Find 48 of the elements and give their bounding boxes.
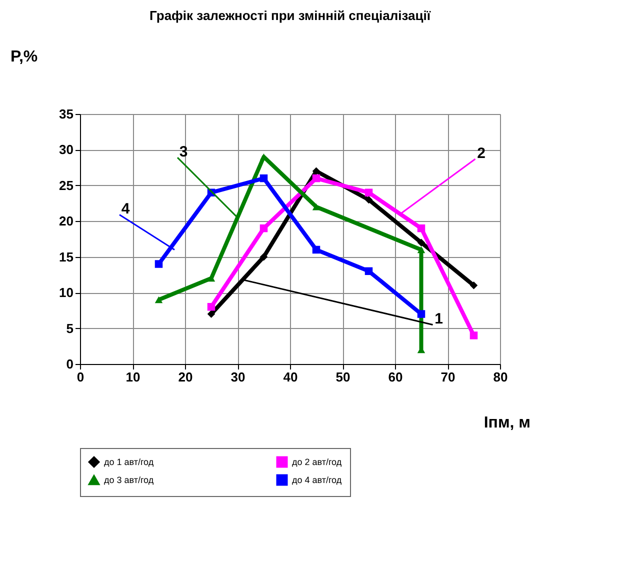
y-tick-label: 0 (66, 356, 74, 372)
point (260, 224, 268, 232)
y-axis-title: Р,% (10, 48, 38, 66)
point (312, 204, 320, 210)
annotation: 1 (434, 310, 443, 328)
legend-label: до 3 авт/год (104, 475, 154, 485)
y-tick-label: 15 (59, 249, 74, 264)
point (417, 246, 426, 254)
point (470, 332, 478, 340)
point (417, 238, 426, 246)
x-tick-label: 0 (76, 370, 84, 384)
x-tick-label: 60 (388, 370, 403, 384)
point (207, 310, 216, 318)
annotation: 3 (179, 144, 188, 161)
x-tick-label: 10 (126, 370, 140, 384)
annotation: 2 (477, 145, 486, 162)
point (154, 260, 163, 268)
x-tick-label: 70 (440, 370, 456, 384)
x-tick-label: 80 (493, 370, 508, 384)
point (312, 174, 320, 182)
point (312, 246, 320, 254)
point (207, 302, 216, 311)
point (312, 167, 320, 176)
point (364, 267, 373, 276)
y-tick-label: 35 (59, 106, 74, 122)
legend-label: до 2 авт/год (292, 457, 342, 467)
point (417, 310, 426, 318)
y-tick-label: 25 (59, 178, 74, 193)
legend-label: до 1 авт/год (104, 457, 154, 467)
point (470, 282, 478, 290)
chart-title: Графік залежності при змінній спеціалізації (150, 8, 431, 23)
legend-label: до 4 авт/год (292, 475, 342, 485)
x-tick-label: 40 (283, 370, 298, 384)
annotation: 4 (121, 200, 130, 218)
point (260, 174, 268, 182)
x-tick-label: 50 (336, 370, 350, 384)
y-tick-label: 5 (66, 320, 74, 336)
x-tick-label: 30 (230, 370, 246, 384)
x-tick-label: 20 (178, 370, 193, 384)
point (364, 188, 373, 196)
x-axis-title: Іпм, м (484, 414, 530, 432)
point (260, 252, 268, 261)
y-tick-label: 10 (59, 285, 74, 300)
point (154, 296, 163, 304)
point (364, 196, 373, 204)
y-tick-label: 20 (59, 214, 74, 229)
point (417, 224, 426, 232)
y-tick-label: 30 (59, 142, 74, 158)
